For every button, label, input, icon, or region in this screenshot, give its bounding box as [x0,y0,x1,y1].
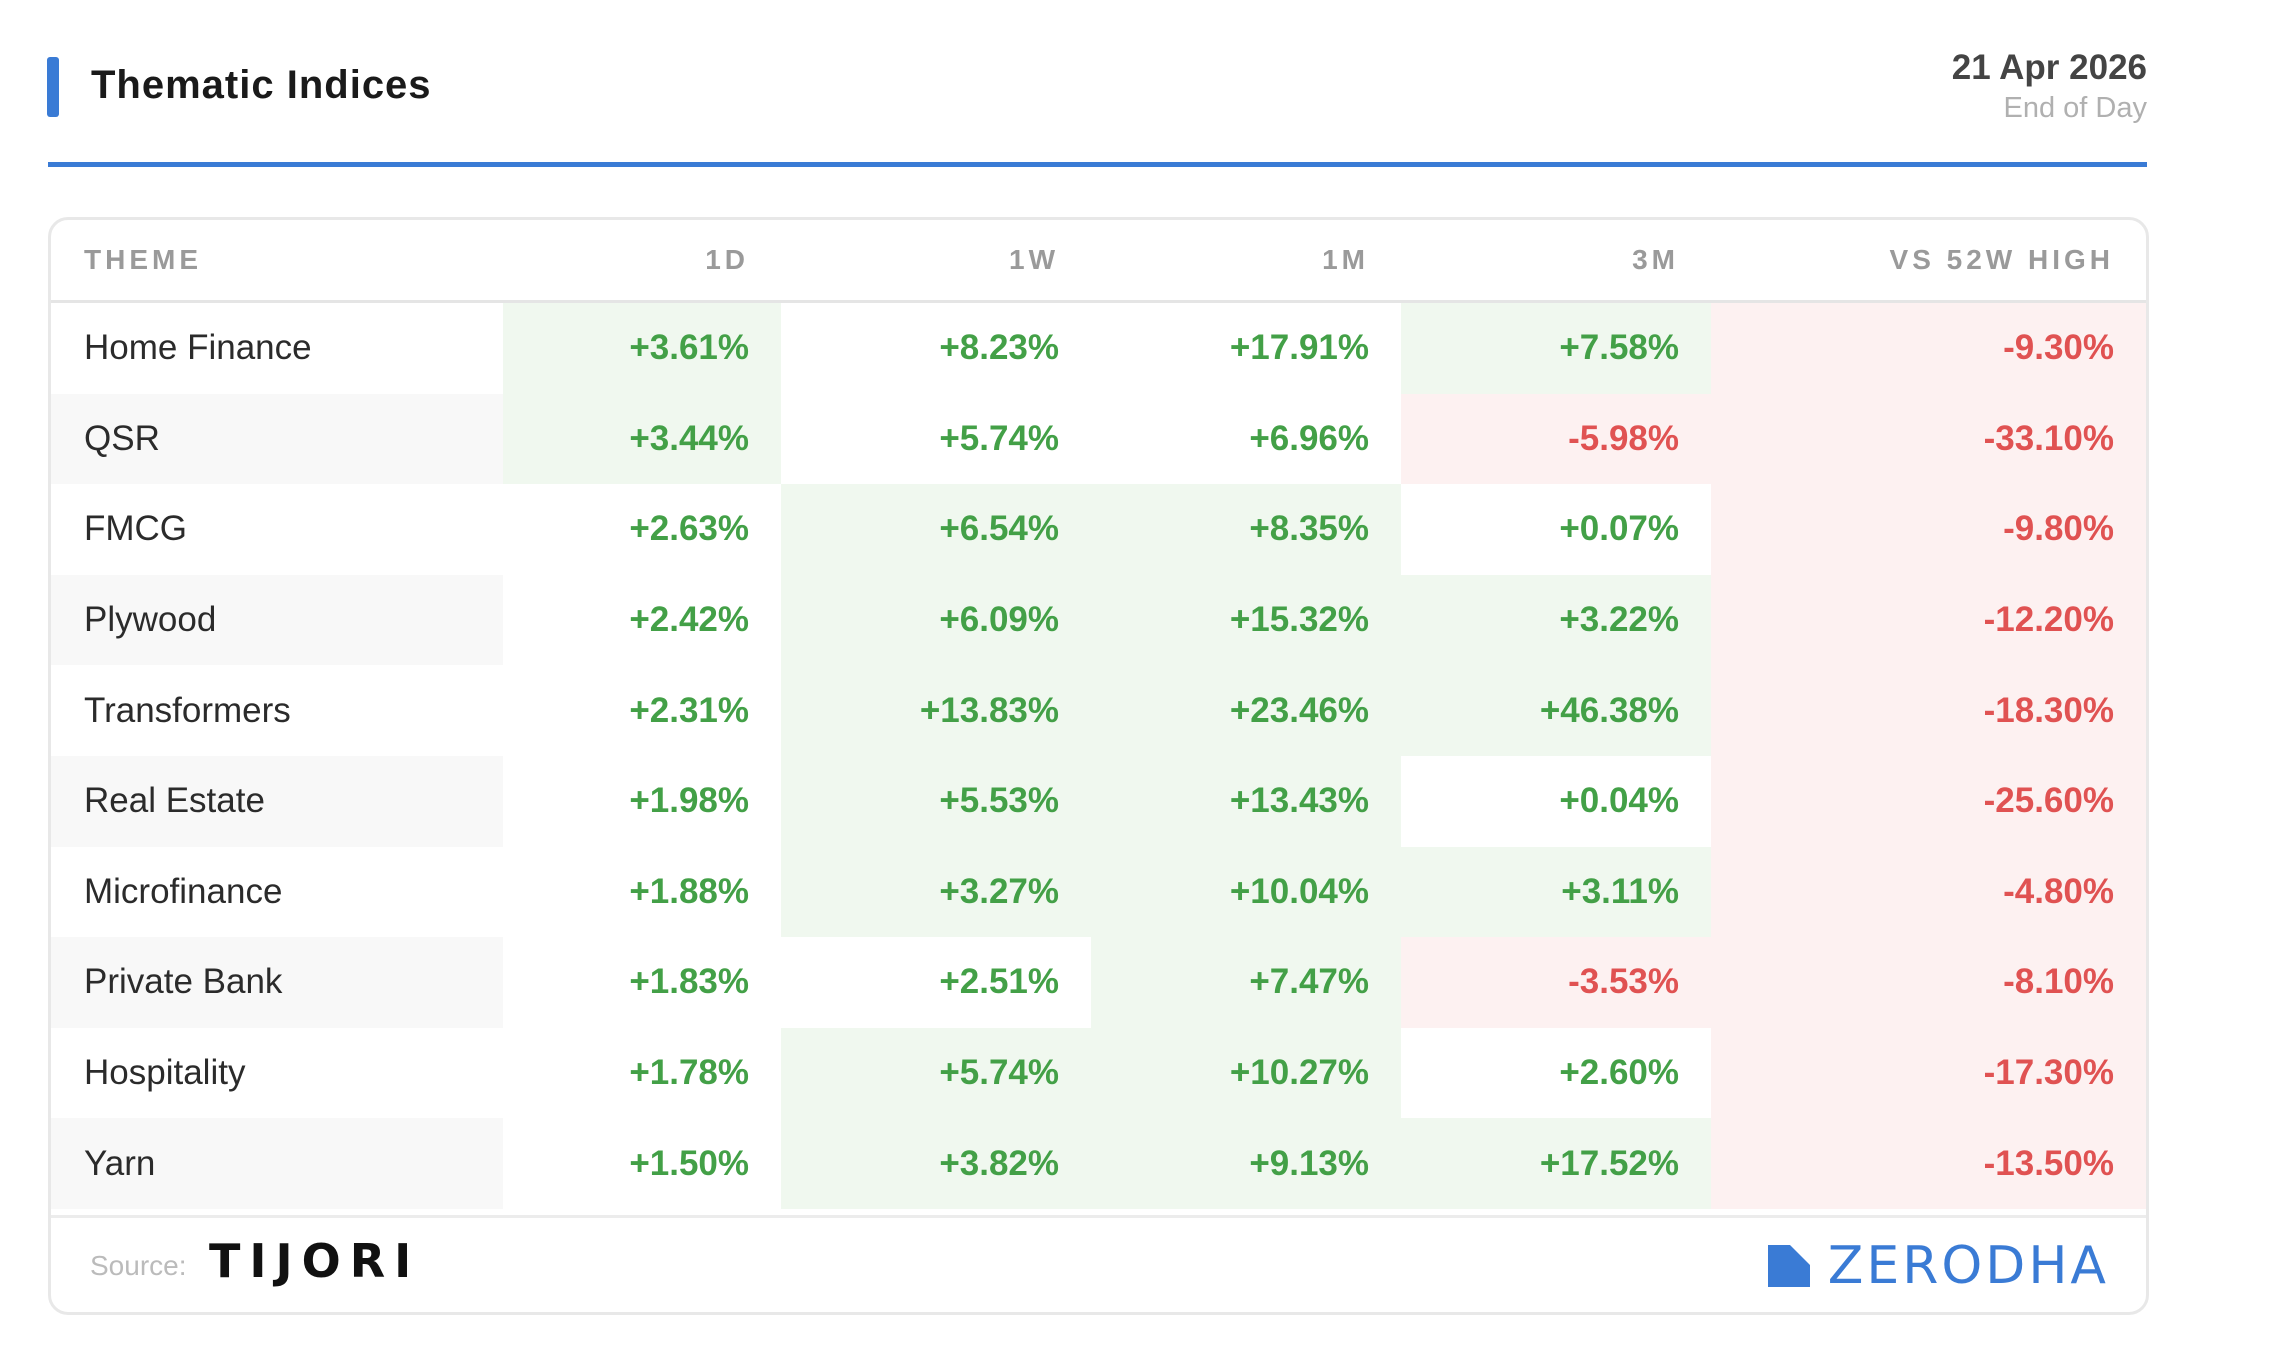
value-1d: +1.78% [503,1027,781,1119]
value-1w: +2.51% [781,937,1091,1028]
title-accent-bar [47,57,59,117]
zerodha-mark-icon [1767,1245,1810,1287]
table-row: FMCG +2.63% +6.54% +8.35% +0.07% -9.80% [51,484,2146,575]
value-3m: +0.07% [1401,484,1711,575]
value-vs-52w-high: -33.10% [1711,393,2146,485]
report-date: 21 Apr 2026 [1951,48,2147,87]
value-1w: +3.27% [781,846,1091,938]
column-header-vs-52w-high: VS 52W HIGH [1889,244,2114,275]
value-1d: +1.88% [503,846,781,938]
theme-name: Yarn [51,1118,503,1209]
column-header-1m: 1M [1322,244,1369,275]
column-header-3m: 3M [1632,244,1679,275]
date-block: 21 Apr 2026 End of Day [1952,48,2147,125]
value-1m: +10.04% [1091,846,1401,938]
value-vs-52w-high: -18.30% [1711,665,2146,756]
column-header-1d: 1D [705,244,749,275]
value-vs-52w-high: -12.20% [1711,574,2146,666]
value-1m: +17.91% [1091,303,1401,394]
value-1d: +1.83% [503,937,781,1028]
value-1d: +3.44% [503,393,781,485]
value-3m: -5.98% [1401,393,1711,485]
report-date-subtitle: End of Day [2003,92,2147,124]
value-1d: +2.42% [503,574,781,666]
value-vs-52w-high: -9.80% [1711,484,2146,575]
value-1w: +5.74% [781,1027,1091,1119]
value-1m: +15.32% [1091,574,1401,666]
value-1w: +8.23% [781,303,1091,394]
value-1m: +6.96% [1091,393,1401,485]
table-row: Microfinance +1.88% +3.27% +10.04% +3.11% -4.… [51,846,2146,938]
indices-table-card: THEME 1D 1W 1M 3M VS 52W HIGH Home Finan… [48,217,2149,1315]
value-1w: +5.74% [781,393,1091,485]
value-3m: +7.58% [1401,303,1711,394]
value-vs-52w-high: -9.30% [1711,303,2146,394]
theme-name: Real Estate [51,755,503,847]
value-1d: +2.31% [503,665,781,756]
value-3m: +46.38% [1401,665,1711,756]
table-row: QSR +3.44% +5.74% +6.96% -5.98% -33.10% [51,393,2146,485]
theme-name: Plywood [51,574,503,666]
zerodha-wordmark: ZERODHA [1827,1236,2109,1296]
theme-name: Microfinance [84,871,283,911]
value-1w: +6.54% [781,484,1091,575]
zerodha-logo: ZERODHA [1767,1236,2109,1296]
value-3m: +2.60% [1401,1027,1711,1119]
theme-name: Home Finance [84,328,312,368]
value-1m: +13.43% [1091,755,1401,847]
value-3m: +3.22% [1401,574,1711,666]
theme-name: QSR [51,393,503,485]
value-1d: +1.98% [503,755,781,847]
table-row: Real Estate +1.98% +5.53% +13.43% +0.04% -25.… [51,755,2146,847]
table-row: Yarn +1.50% +3.82% +9.13% +17.52% -13.50% [51,1118,2146,1209]
table-body: Home Finance +3.61% +8.23% +17.91% +7.58% -9.… [51,303,2146,1209]
table-header: THEME 1D 1W 1M 3M VS 52W HIGH [51,220,2146,303]
value-vs-52w-high: -4.80% [1711,846,2146,938]
value-1m: +9.13% [1091,1118,1401,1209]
value-vs-52w-high: -13.50% [1711,1118,2146,1209]
theme-name: Private Bank [51,937,503,1028]
card-footer: Source: TIJORI ZERODHA [51,1215,2146,1312]
value-1d: +2.63% [503,484,781,575]
value-1w: +6.09% [781,574,1091,666]
value-1w: +3.82% [781,1118,1091,1209]
column-header-1w: 1W [1009,244,1059,275]
source-label: Source: [90,1250,187,1281]
value-1w: +13.83% [781,665,1091,756]
value-1w: +5.53% [781,755,1091,847]
table-row: Hospitality +1.78% +5.74% +10.27% +2.60% -17.… [51,1027,2146,1119]
value-1m: +7.47% [1091,937,1401,1028]
table-row: Private Bank +1.83% +2.51% +7.47% -3.53% -8.1… [51,937,2146,1028]
value-1d: +1.50% [503,1118,781,1209]
page-title: Thematic Indices [91,63,432,107]
value-1d: +3.61% [503,303,781,394]
table-row: Plywood +2.42% +6.09% +15.32% +3.22% -12.20% [51,574,2146,666]
value-vs-52w-high: -17.30% [1711,1027,2146,1119]
value-3m: +0.04% [1401,755,1711,847]
value-1m: +8.35% [1091,484,1401,575]
value-3m: -3.53% [1401,937,1711,1028]
header-divider [48,162,2147,167]
table-row: Home Finance +3.61% +8.23% +17.91% +7.58% -9.… [51,303,2146,394]
column-header-theme: THEME [84,244,202,275]
value-1m: +10.27% [1091,1027,1401,1119]
theme-name: FMCG [84,509,188,549]
value-3m: +3.11% [1401,846,1711,938]
theme-name: Transformers [84,690,291,730]
value-3m: +17.52% [1401,1118,1711,1209]
tijori-logo: TIJORI [209,1234,421,1288]
value-vs-52w-high: -8.10% [1711,937,2146,1028]
theme-name: Hospitality [84,1053,246,1093]
table-row: Transformers +2.31% +13.83% +23.46% +46.38% -… [51,665,2146,756]
value-1m: +23.46% [1091,665,1401,756]
value-vs-52w-high: -25.60% [1711,755,2146,847]
